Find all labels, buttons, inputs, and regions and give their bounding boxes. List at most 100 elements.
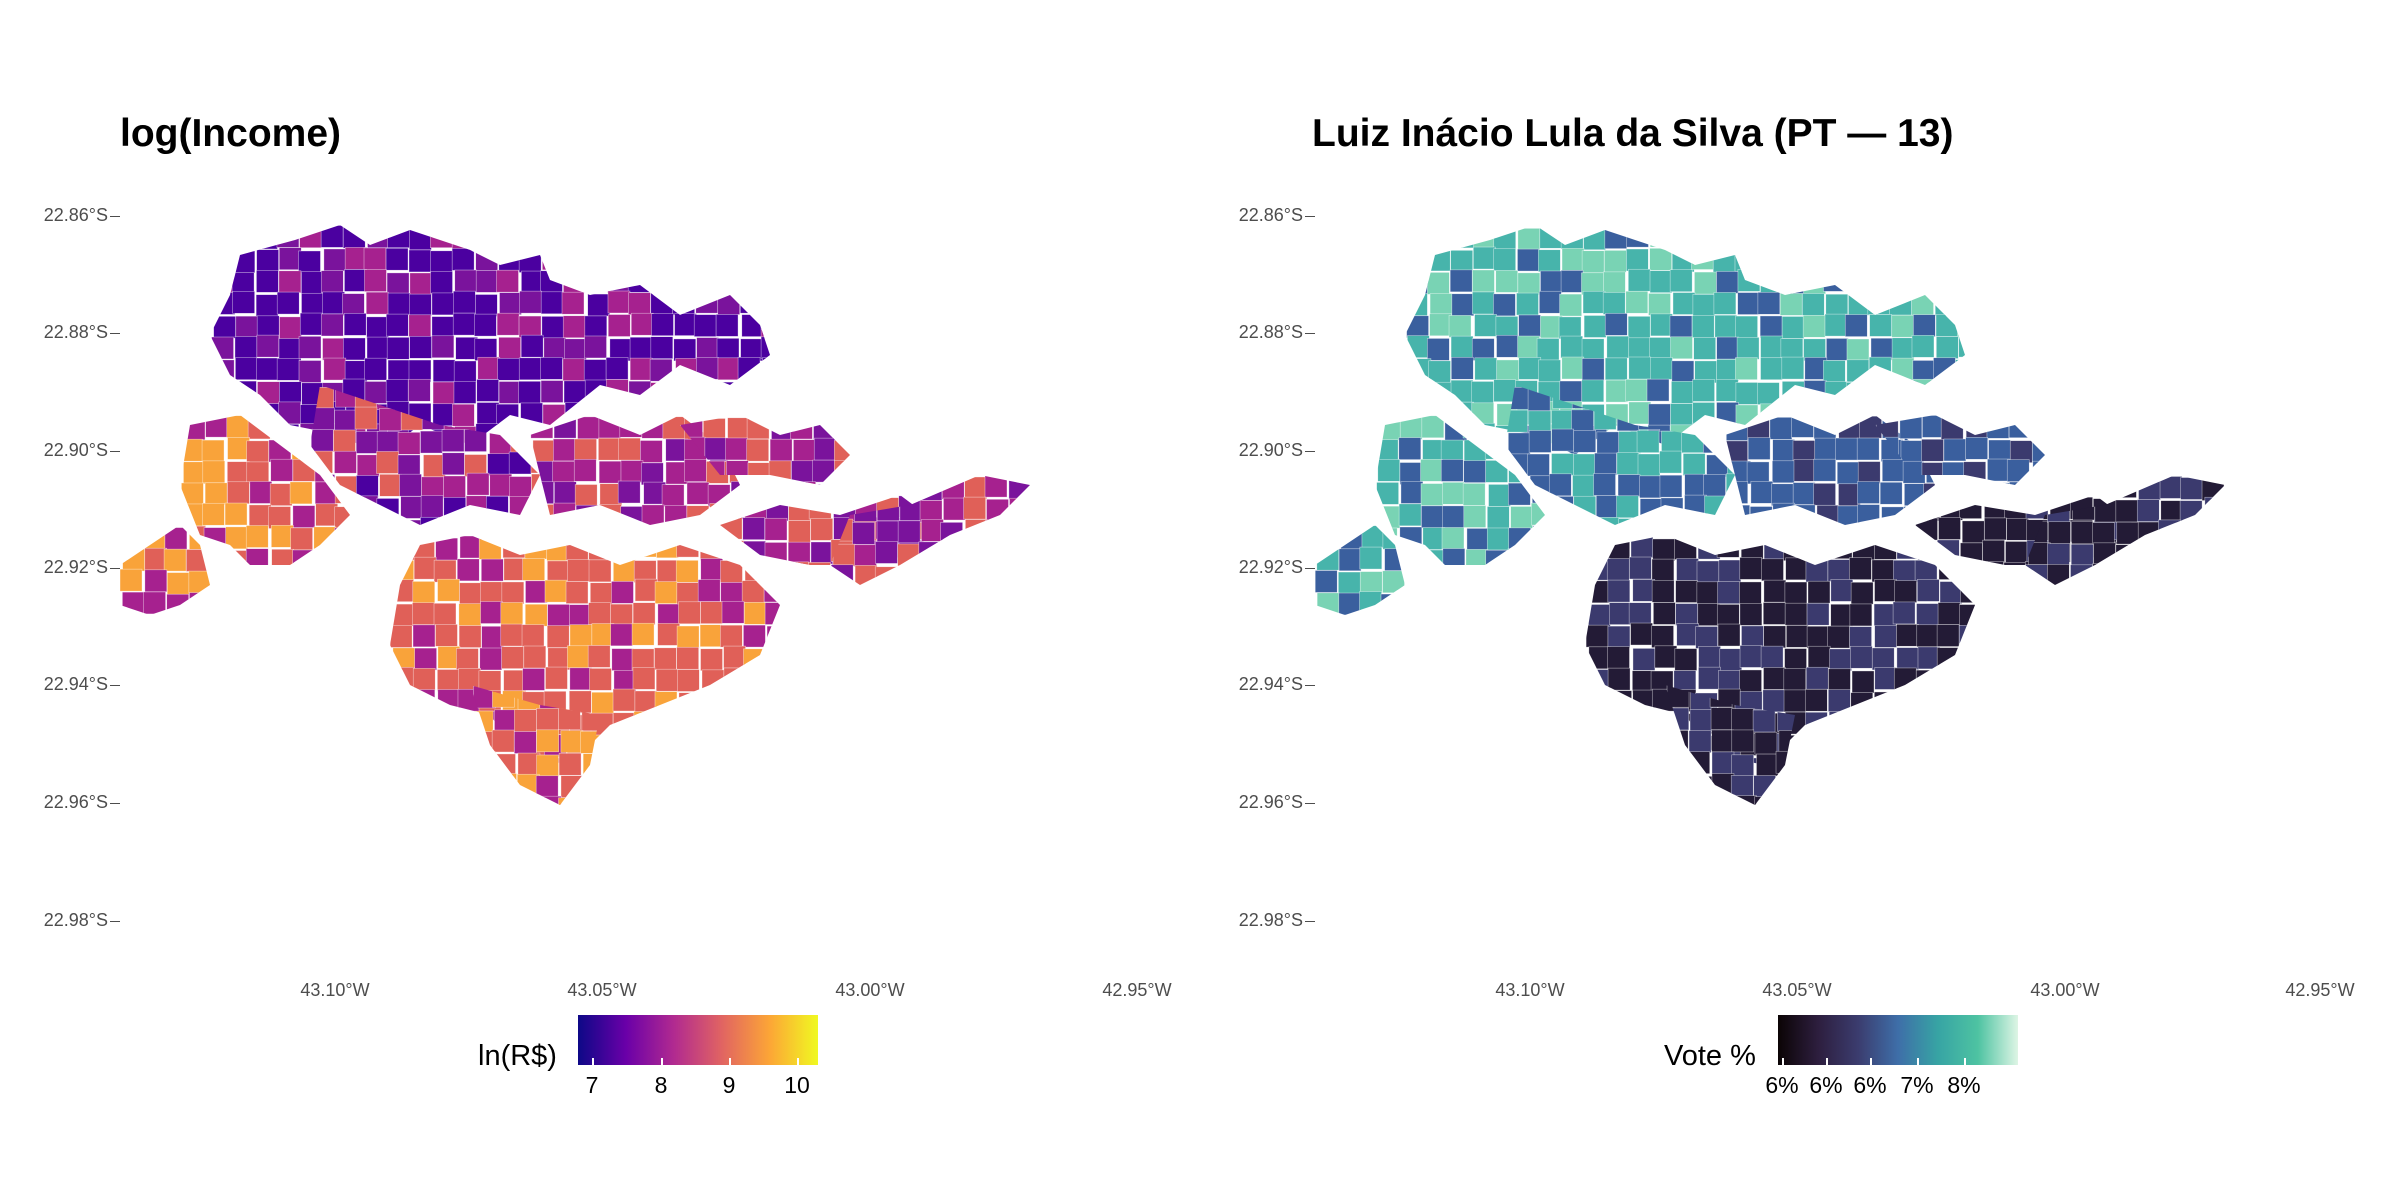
census-tract (1651, 579, 1675, 603)
census-tract (674, 313, 697, 336)
census-tract (1472, 246, 1496, 270)
census-tract (542, 404, 566, 427)
census-tract (1652, 538, 1675, 562)
census-tract (1735, 404, 1759, 428)
census-tract (1845, 226, 1868, 249)
census-tract (1894, 580, 1917, 603)
census-tract (764, 542, 788, 565)
colorbar-tick (592, 1058, 594, 1065)
census-tract (1874, 537, 1897, 560)
census-tract (584, 379, 608, 403)
census-tract (564, 338, 587, 362)
census-tract (1739, 645, 1763, 668)
census-tract (397, 432, 421, 455)
census-tract (1735, 382, 1759, 405)
census-tract (320, 270, 344, 293)
census-tract (376, 431, 400, 454)
census-tract (212, 271, 235, 295)
census-tract (746, 416, 770, 440)
census-tract (390, 712, 414, 736)
census-tract (677, 669, 700, 692)
census-tract (315, 503, 338, 527)
census-tract (1316, 592, 1340, 615)
census-tract (1463, 460, 1487, 483)
census-tract (1646, 378, 1670, 402)
census-tract (479, 647, 503, 671)
census-tract (1879, 481, 1903, 505)
census-tract (1828, 668, 1851, 692)
census-tract (1696, 581, 1720, 605)
census-tract (1828, 711, 1852, 734)
census-tract (793, 481, 816, 485)
census-tract (1904, 483, 1927, 506)
colorbar-label: 8% (1947, 1072, 1981, 1098)
census-tract (437, 736, 461, 759)
census-tract (1671, 249, 1695, 273)
census-tract (1826, 733, 1850, 757)
census-tract (256, 315, 280, 339)
census-tract (208, 550, 210, 574)
census-tract (812, 459, 835, 483)
census-tract (1731, 729, 1755, 753)
census-tract (276, 358, 300, 381)
census-tract (1427, 272, 1450, 295)
census-tract (574, 484, 598, 507)
census-tract (1399, 417, 1423, 440)
census-tract (1803, 225, 1826, 248)
colorbar (578, 1015, 818, 1065)
census-tract (1408, 358, 1432, 381)
census-tract (1421, 505, 1444, 529)
census-tract (569, 667, 593, 691)
census-tract (1731, 708, 1754, 731)
census-tract (246, 440, 269, 464)
census-tract (390, 735, 413, 758)
census-tract (1986, 416, 2010, 439)
census-tract (385, 379, 409, 402)
colorbar-label: 7% (1900, 1072, 1934, 1098)
census-tract (677, 712, 700, 736)
census-tract (962, 565, 986, 585)
census-tract (420, 430, 443, 454)
census-tract (1485, 549, 1509, 565)
census-tract (1712, 250, 1736, 274)
census-tract (500, 602, 524, 625)
census-tract (312, 407, 335, 431)
census-tract (768, 460, 792, 484)
census-tract (607, 270, 630, 294)
census-tract (725, 437, 748, 461)
census-tract (1806, 602, 1830, 626)
census-tract (720, 560, 743, 583)
census-tract (536, 754, 559, 778)
census-tract (1384, 614, 1405, 615)
census-tract (276, 291, 300, 315)
census-tract (1531, 502, 1545, 526)
census-tract (562, 315, 586, 339)
census-tract (641, 462, 664, 486)
census-tract (940, 522, 963, 545)
census-tract (212, 381, 235, 405)
census-tract (1781, 225, 1805, 248)
census-tract (854, 544, 877, 568)
census-tract (1698, 666, 1721, 690)
census-tract (392, 666, 415, 690)
census-tract (2158, 519, 2181, 543)
panel-title: Luiz Inácio Lula da Silva (PT — 13) (1312, 112, 1954, 155)
census-tract (1822, 360, 1846, 383)
census-tract (437, 689, 461, 712)
census-tract (1649, 225, 1673, 248)
census-tract (204, 482, 228, 506)
census-tract (1836, 461, 1860, 485)
census-tract (408, 249, 432, 273)
census-tract (1849, 557, 1872, 580)
census-tract (1530, 550, 1545, 565)
census-tract (211, 336, 234, 360)
census-tract (1857, 481, 1880, 504)
census-tract (1649, 337, 1672, 360)
census-tract (1009, 497, 1030, 521)
census-tract (699, 714, 723, 738)
census-tract (788, 520, 811, 543)
census-tract (747, 484, 771, 485)
colorbar-label: 7 (585, 1072, 599, 1098)
census-tract (431, 335, 455, 359)
census-tract (496, 269, 519, 293)
